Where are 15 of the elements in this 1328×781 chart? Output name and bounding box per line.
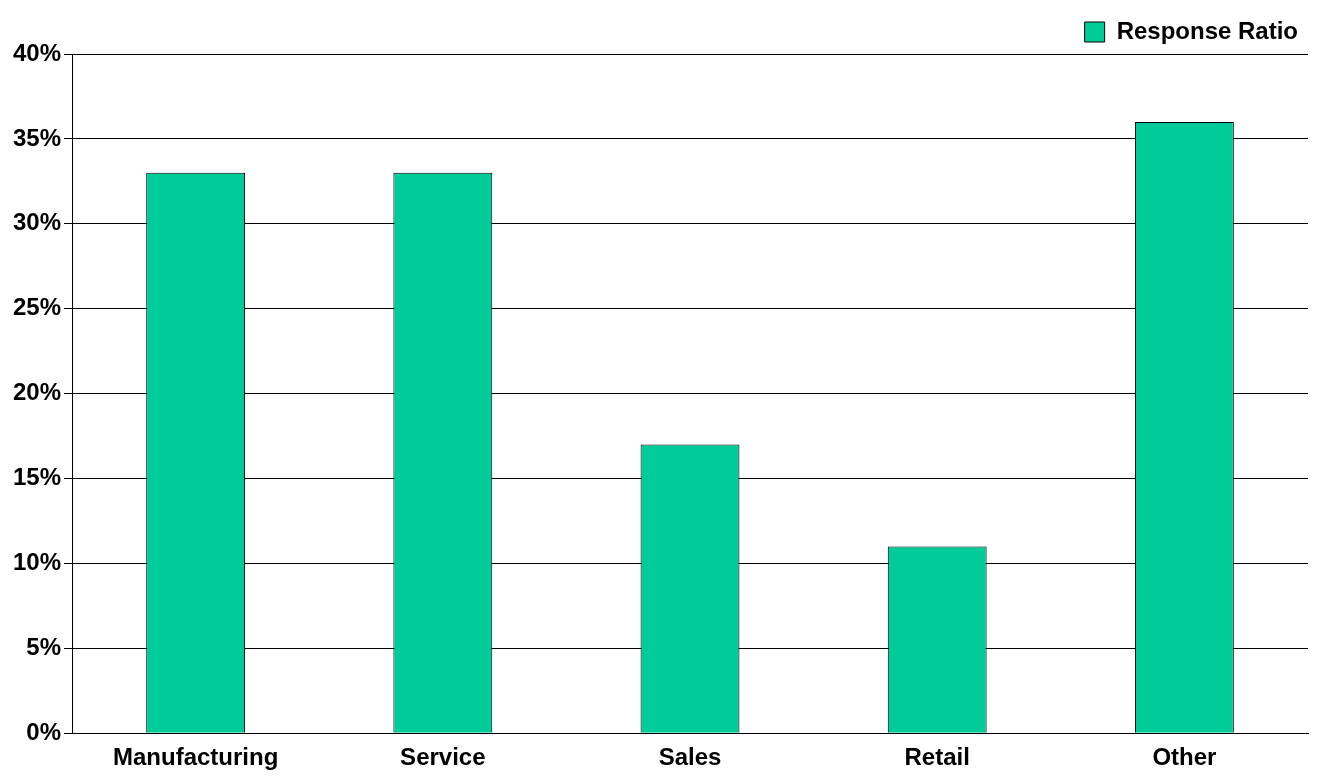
y-tick-label: 20%	[12, 378, 62, 406]
y-tick-label: 25%	[12, 293, 62, 321]
y-tick-label: 35%	[12, 123, 62, 151]
y-tick-label: 15%	[12, 463, 62, 491]
x-tick-label: Retail	[904, 743, 970, 771]
x-tick-label: Service	[400, 743, 486, 771]
legend-label: Response Ratio	[1116, 16, 1298, 44]
x-tick-label: Manufacturing	[112, 743, 279, 771]
y-tick-label: 10%	[12, 548, 62, 576]
x-tick-label: Sales	[658, 743, 722, 771]
y-tick-label: 40%	[12, 38, 62, 66]
y-tick-label: 0%	[26, 717, 62, 745]
x-tick-label: Other	[1152, 743, 1217, 771]
y-tick-label: 5%	[26, 632, 62, 660]
y-tick-label: 30%	[12, 208, 62, 236]
